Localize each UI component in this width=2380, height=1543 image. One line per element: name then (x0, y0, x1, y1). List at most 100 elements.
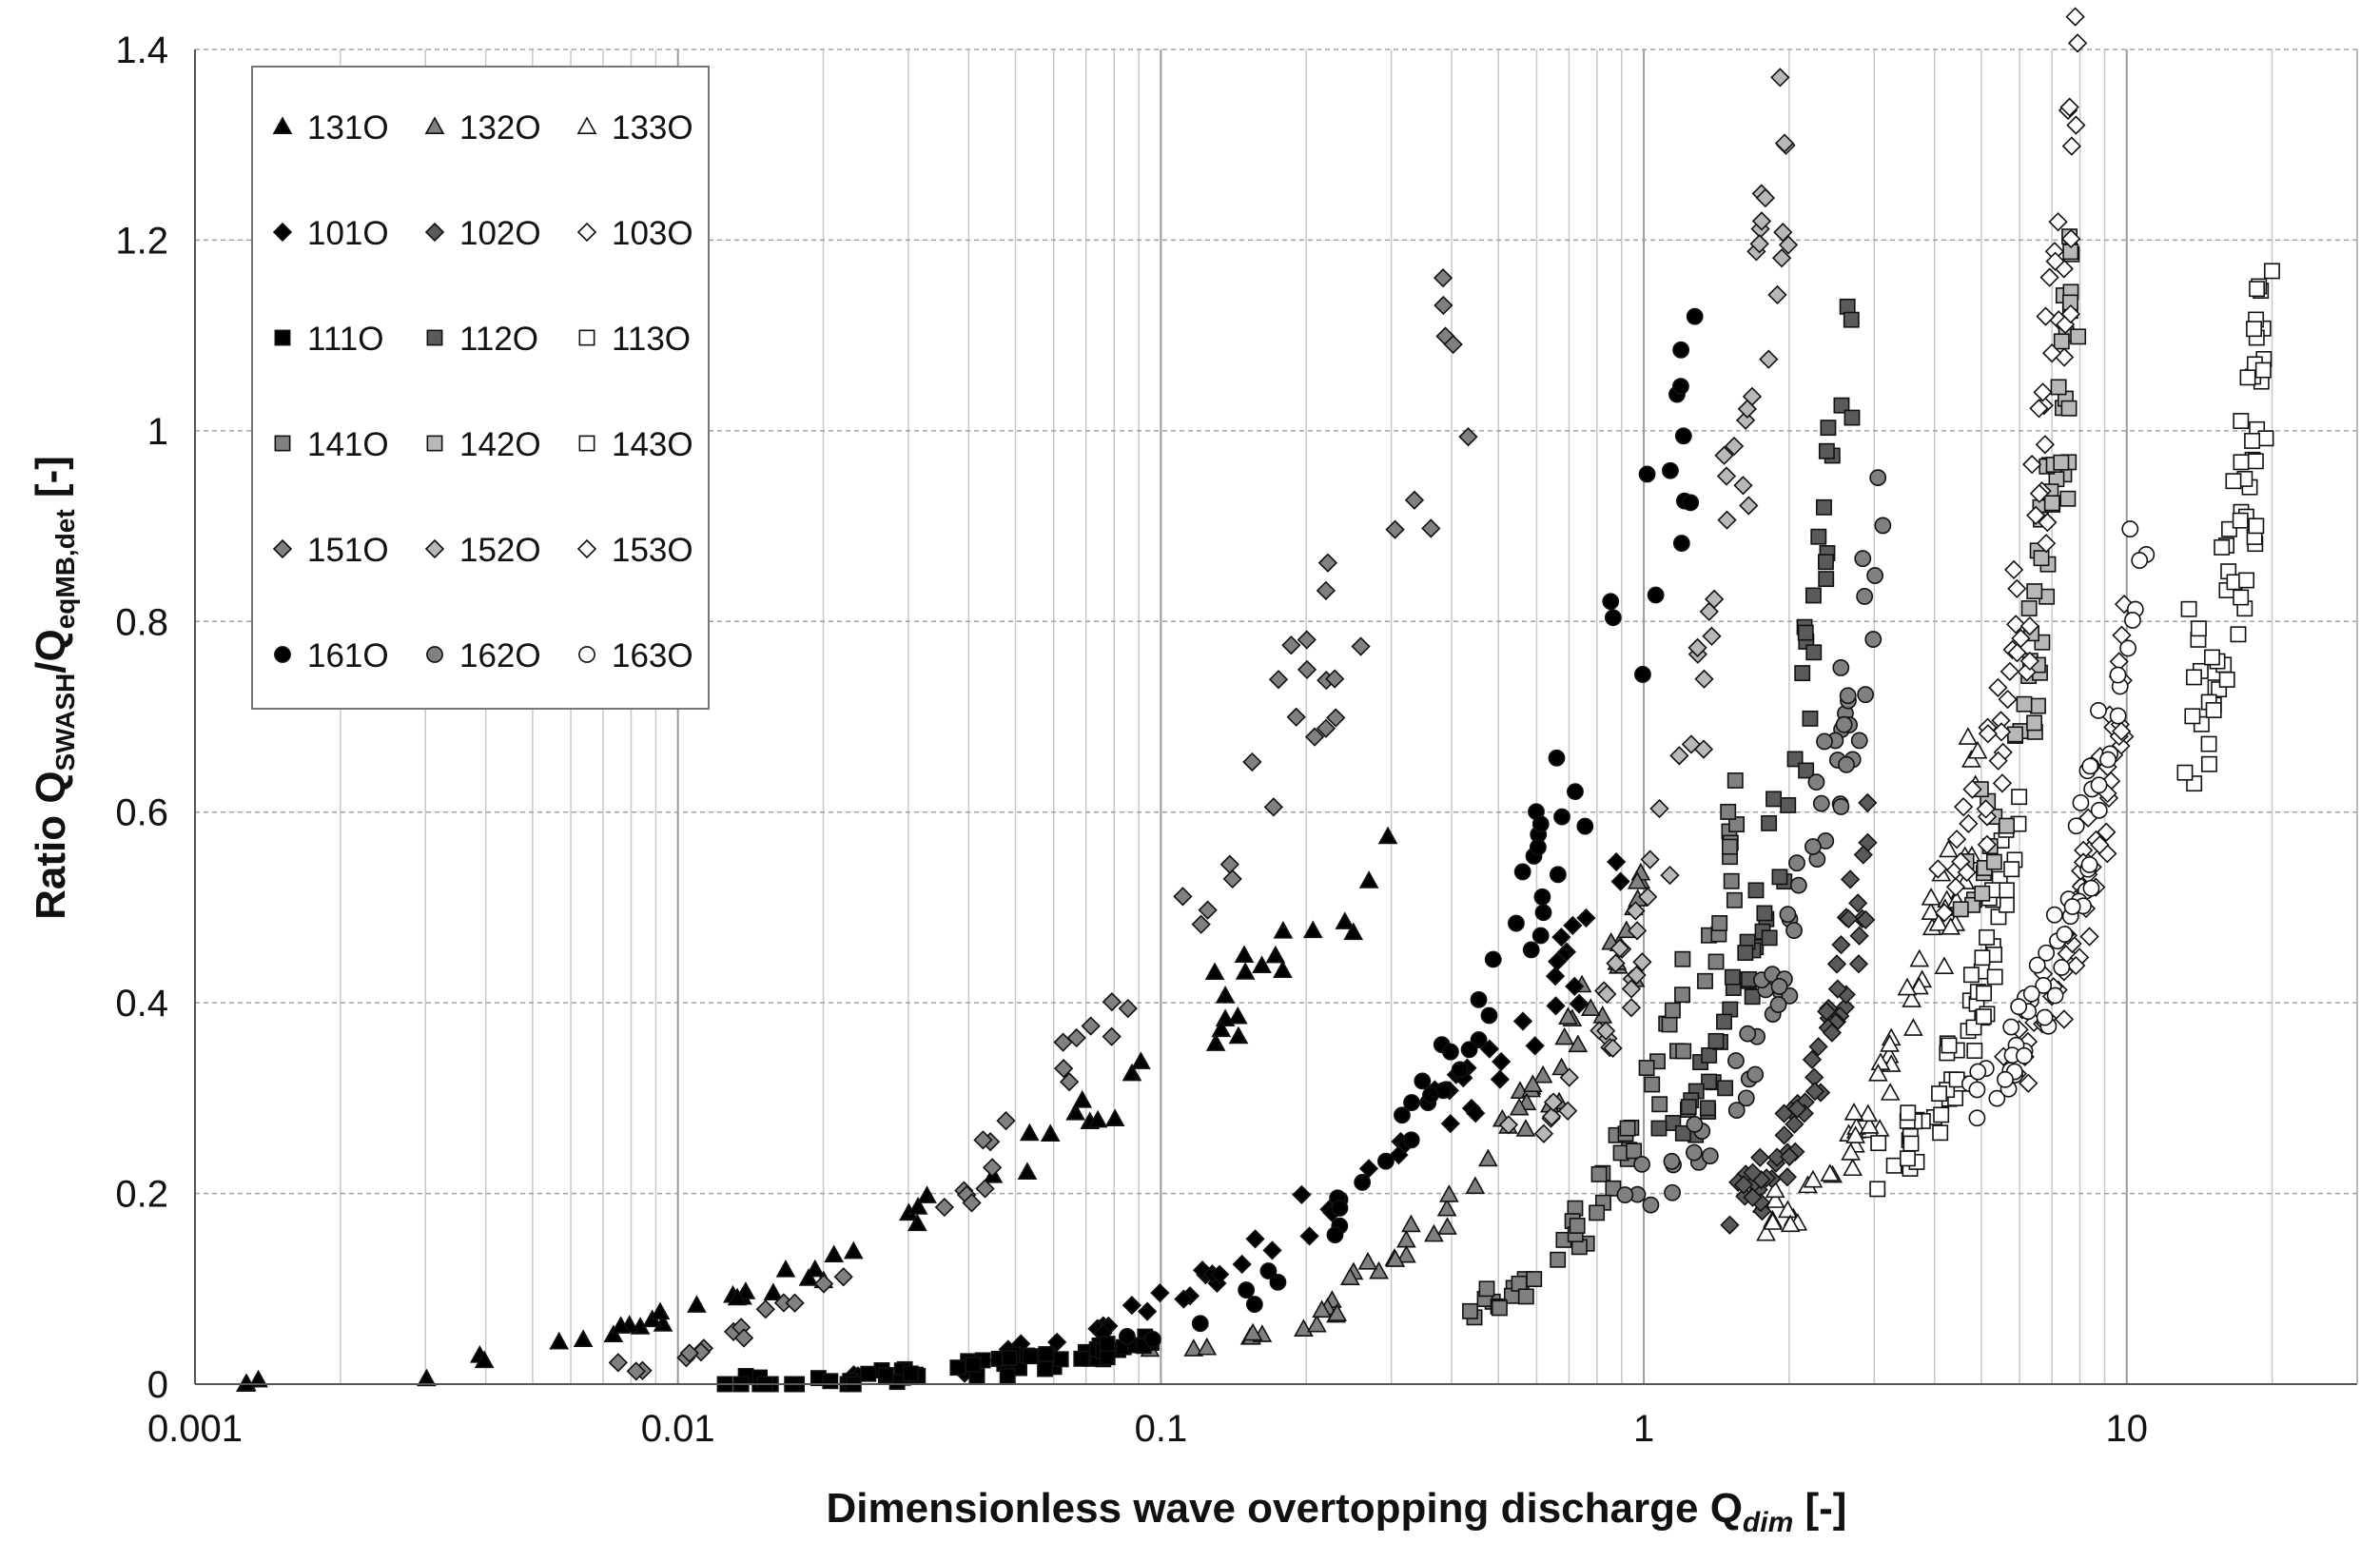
data-point (1674, 950, 1691, 967)
data-point (608, 1353, 628, 1373)
legend-marker (424, 116, 445, 134)
data-point (1219, 854, 1239, 874)
data-point (1235, 962, 1256, 980)
data-point (2054, 1009, 2075, 1029)
data-point (1780, 1214, 1801, 1233)
data-point (1931, 1085, 1948, 1103)
data-point (1990, 908, 2007, 926)
data-point (1299, 1226, 1319, 1246)
data-point (1052, 1351, 1069, 1368)
data-point (1385, 1249, 1406, 1267)
series-101O (844, 851, 1630, 1386)
data-point (1986, 968, 2003, 986)
data-point (1559, 1067, 1579, 1087)
data-point (1072, 1089, 1093, 1108)
data-point (1839, 908, 1859, 929)
data-point (1621, 979, 1642, 999)
data-point (1491, 1299, 1508, 1317)
data-point (1198, 900, 1218, 920)
data-point (1988, 677, 2008, 697)
x-tick-label: 0.1 (1135, 1408, 1188, 1450)
legend-item: 133O (576, 109, 693, 146)
legend-label: 161O (307, 637, 389, 674)
data-point (1066, 1027, 1086, 1048)
data-point (1436, 1198, 1457, 1217)
data-point (1717, 1080, 1734, 1097)
legend-marker (576, 222, 597, 243)
data-point (2033, 382, 2053, 402)
data-point (1462, 1302, 1478, 1319)
series-102O (1720, 792, 1878, 1235)
data-point (1477, 1148, 1498, 1167)
data-point (1441, 1043, 1459, 1061)
data-point (1548, 749, 1566, 767)
data-point (1849, 926, 1869, 946)
data-point (1297, 659, 1317, 680)
data-point (2045, 251, 2065, 271)
data-point (1900, 1104, 1917, 1122)
data-point (1534, 904, 1552, 922)
data-point (1805, 838, 1822, 855)
data-point (1774, 133, 1795, 153)
data-point (2225, 473, 2242, 490)
data-point (1531, 815, 1550, 833)
data-point (934, 1197, 955, 1218)
data-point (1967, 740, 1988, 759)
data-point (1509, 1097, 1530, 1116)
data-point (1017, 1162, 1038, 1180)
data-point (1686, 1143, 1703, 1162)
data-point (1545, 966, 1566, 986)
data-point (1565, 976, 1585, 996)
legend-item: 151O (272, 532, 389, 569)
data-point (2099, 751, 2117, 769)
data-point (1755, 187, 1776, 208)
data-point (1238, 1281, 1256, 1299)
data-point (1122, 1296, 1142, 1316)
data-point (1470, 990, 1488, 1008)
data-point (1242, 1322, 1263, 1341)
data-point (2190, 620, 2207, 637)
data-point (1576, 817, 1594, 835)
data-point (1820, 420, 1837, 437)
legend-item: 103O (576, 215, 693, 252)
data-point (1774, 1125, 1794, 1145)
data-point (2097, 822, 2117, 842)
data-point (1263, 797, 1283, 817)
data-point (1957, 862, 1977, 883)
x-tick-label: 0.01 (641, 1408, 715, 1450)
data-point (1714, 445, 1734, 465)
data-point (1551, 927, 1571, 947)
data-points (236, 7, 2280, 1393)
legend-item: 141O (274, 426, 389, 463)
data-point (1603, 1038, 1623, 1058)
data-point (1835, 715, 1853, 733)
data-point (1054, 1059, 1074, 1079)
data-point (2109, 666, 2127, 684)
legend-item: 101O (272, 215, 389, 252)
data-point (798, 1268, 819, 1286)
data-point (1716, 466, 1737, 486)
data-point (1205, 1033, 1226, 1051)
data-point (1959, 813, 1979, 833)
data-point (1953, 797, 1974, 817)
data-point (1858, 792, 1878, 813)
data-point (1183, 1338, 1204, 1357)
data-point (1638, 887, 1658, 907)
data-point (1744, 988, 1761, 1006)
data-point (1737, 1089, 1755, 1107)
data-point (2232, 512, 2249, 529)
data-point (1326, 708, 1346, 728)
data-point (2060, 400, 2078, 417)
data-point (1934, 956, 1955, 975)
data-point (843, 1240, 864, 1260)
data-point (1991, 722, 2012, 742)
y-axis-title-suffix: [-] (28, 456, 74, 509)
data-point (1998, 896, 2015, 913)
data-point (1438, 1184, 1459, 1202)
data-point (1376, 1152, 1395, 1170)
data-point (2048, 212, 2068, 232)
legend-item: 111O (274, 321, 383, 358)
data-point (1065, 1102, 1086, 1121)
data-point (2112, 721, 2132, 741)
x-axis-title-main: Dimensionless wave overtopping discharge… (827, 1485, 1743, 1532)
